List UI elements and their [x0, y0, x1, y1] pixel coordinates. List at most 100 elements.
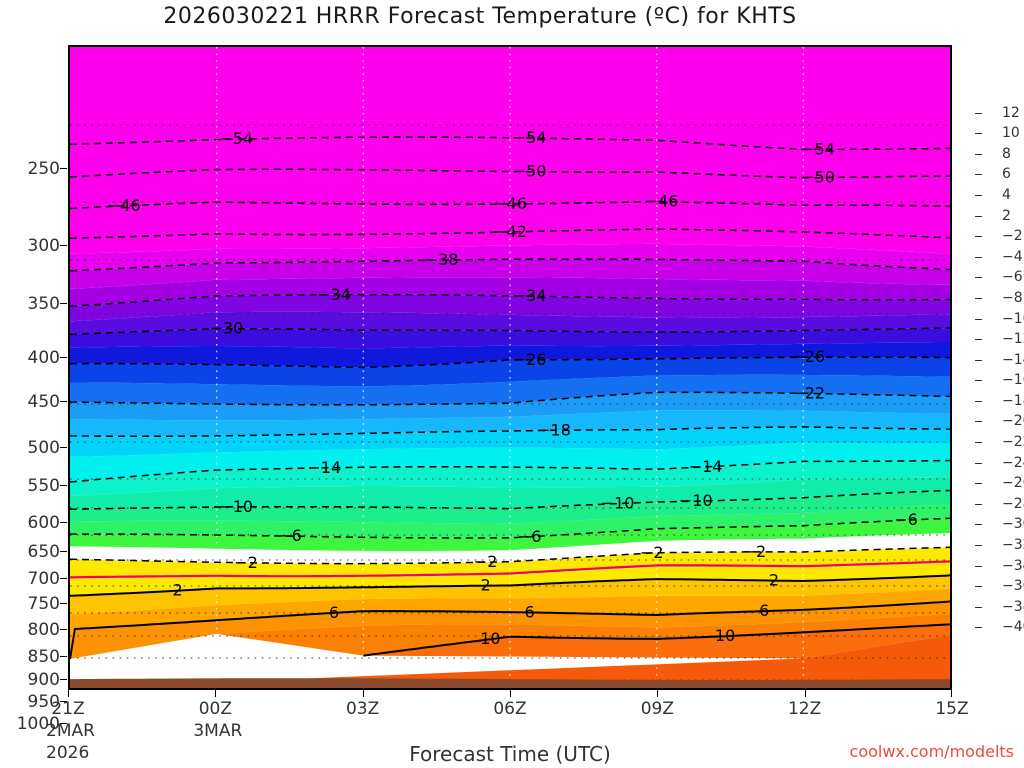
temperature-band [70, 635, 950, 688]
x-tick-sublabel: 2026 [46, 743, 90, 763]
colorbar-tick [975, 153, 982, 155]
contour-label: −34 [317, 285, 351, 304]
y-tick-label: 450 [27, 392, 60, 412]
colorbar-tick-label: 4 [1002, 186, 1011, 203]
contour-label: −14 [307, 458, 341, 477]
y-tick-mark [60, 603, 67, 604]
contour-line-solid [70, 600, 950, 660]
terrain-fill [70, 678, 950, 688]
contour-label: −2 [474, 552, 498, 571]
colorbar-tick [975, 318, 982, 320]
contour-label: −46 [493, 194, 527, 213]
y-tick-mark [60, 357, 67, 358]
temperature-band [70, 588, 950, 659]
contour-label: −14 [689, 457, 723, 476]
colorbar-tick-label: −36 [1002, 578, 1024, 595]
temperature-band [70, 490, 950, 524]
colorbar-tick-label: −34 [1002, 557, 1024, 574]
temperature-band [70, 342, 950, 368]
colorbar-tick [975, 565, 982, 567]
colorbar-tick-label: −14 [1002, 351, 1024, 368]
x-tick-label: 12Z [787, 699, 822, 719]
colorbar-tick-label: −40 [1002, 619, 1024, 636]
colorbar-tick-label: 8 [1002, 145, 1011, 162]
temperature-band [70, 533, 950, 564]
temperature-band [70, 504, 950, 538]
contour-line-dashed [70, 356, 950, 369]
colorbar-tick [975, 400, 982, 402]
temperature-band [70, 426, 950, 457]
temperature-band [70, 392, 950, 421]
contour-label: −38 [425, 250, 459, 269]
x-tick-mark [951, 690, 952, 697]
y-tick-mark [60, 701, 67, 702]
colorbar-tick-label: −2 [1002, 228, 1023, 245]
colorbar-tick-label: −38 [1002, 598, 1024, 615]
contour-label: 2 [481, 576, 491, 595]
watermark-link[interactable]: coolwx.com/modelts [849, 742, 1014, 761]
y-tick-mark [60, 401, 67, 402]
temperature-band [70, 243, 950, 271]
colorbar-tick [975, 133, 982, 135]
contour-label: 2 [769, 571, 779, 590]
x-tick-mark [68, 690, 69, 697]
x-tick-label: 00Z [198, 699, 232, 719]
temperature-band [70, 374, 950, 405]
y-tick-label: 1000 [16, 714, 60, 734]
colorbar-tick-label: −6 [1002, 269, 1023, 286]
colorbar-tick-label: −32 [1002, 537, 1024, 554]
contour-label: −46 [107, 196, 141, 215]
contour-label: −46 [645, 192, 679, 211]
y-tick-mark [60, 485, 67, 486]
colorbar-tick [975, 277, 982, 279]
y-tick-label: 750 [27, 594, 60, 614]
colorbar-tick [975, 524, 982, 526]
y-tick-label: 300 [27, 236, 60, 256]
temperature-band [70, 47, 950, 254]
contour-label: −22 [791, 383, 825, 402]
contour-label: −54 [219, 129, 253, 148]
contour-label: −50 [513, 162, 547, 181]
y-tick-mark [60, 679, 67, 680]
contour-label: −10 [219, 497, 253, 516]
colorbar-tick-label: 6 [1002, 166, 1011, 183]
colorbar-tick [975, 627, 982, 629]
colorbar-tick [975, 442, 982, 444]
contour-label: 10 [715, 626, 735, 645]
freezing-level-line [70, 560, 950, 579]
contour-label: −6 [278, 526, 302, 545]
x-tick-label: 09Z [640, 699, 674, 719]
temperature-band [70, 518, 950, 551]
y-tick-mark [60, 723, 67, 724]
contour-line-dashed [70, 426, 950, 437]
contour-label: 6 [759, 601, 769, 620]
contour-line-dashed [70, 136, 950, 151]
colorbar-tick-label: 12 [1002, 104, 1020, 121]
colorbar-legend: 12 10 8 6 4 2 −2 −4 −6 −8 −10 −12 −14 −16 −18 −20 −22 −24… [975, 92, 1024, 650]
x-tick-mark [362, 690, 364, 697]
contour-line-dashed [70, 489, 950, 511]
colorbar-tick [975, 215, 982, 217]
y-tick-mark [60, 245, 67, 246]
colorbar-tick [975, 606, 982, 608]
colorbar-tick [975, 256, 982, 258]
contour-label: −2 [743, 542, 767, 561]
y-tick-label: 900 [27, 670, 60, 690]
temperature-band [70, 547, 950, 596]
contour-label: 10 [480, 629, 500, 648]
y-axis: 250 300 350 400 450 500 550 600 650 700 750 800 850 9… [0, 45, 67, 734]
contour-label: −2 [640, 543, 664, 562]
temperature-band [70, 477, 950, 510]
contour-line-dashed [70, 391, 950, 406]
y-tick-label: 800 [27, 620, 60, 640]
contour-line-solid [70, 574, 950, 597]
colorbar-tick [975, 359, 982, 361]
contour-label: −54 [513, 128, 547, 147]
contour-label: 6 [525, 603, 535, 622]
contour-label: −50 [801, 168, 835, 187]
x-tick-mark [657, 690, 659, 697]
colorbar-tick [975, 339, 982, 341]
colorbar-tick-label: −24 [1002, 454, 1024, 471]
contour-label: 6 [329, 603, 339, 622]
colorbar-tick [975, 236, 982, 238]
